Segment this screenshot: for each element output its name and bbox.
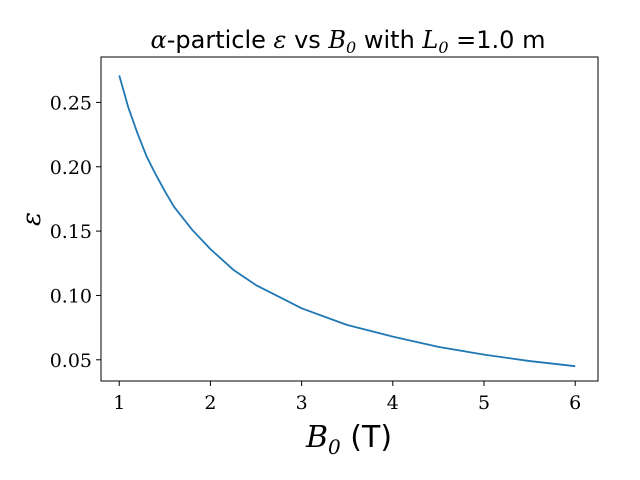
x-tick-label: 1 [113, 392, 125, 414]
series-group [118, 75, 576, 368]
x-tick-label: 4 [387, 392, 399, 414]
y-tick-label: 0.20 [50, 157, 92, 179]
xlabel-unit: (T) [341, 420, 392, 455]
series-line [118, 75, 576, 368]
title-b-symbol: B [327, 26, 346, 54]
y-tick-label: 0.10 [50, 285, 92, 307]
x-axis-label: B0 (T) [305, 420, 392, 459]
y-tick-label: 0.25 [50, 92, 92, 114]
x-tick-label: 3 [296, 392, 308, 414]
x-tick-label: 6 [569, 392, 581, 414]
title-text-2: vs [286, 26, 328, 54]
y-tick-label: 0.05 [50, 350, 92, 372]
y-axis-label: ε [17, 212, 47, 226]
plot-area-frame [100, 56, 599, 382]
title-l-subscript: 0 [438, 38, 448, 57]
title-alpha-symbol: α [151, 26, 167, 54]
xlabel-b-subscript: 0 [328, 435, 341, 459]
x-tick-label: 2 [204, 392, 216, 414]
title-l-symbol: L [421, 26, 438, 54]
x-axis-ticks: 1 2 3 4 5 6 [113, 381, 581, 414]
y-axis-ticks: 0.05 0.10 0.15 0.20 0.25 [50, 92, 101, 372]
y-tick-label: 0.15 [50, 221, 92, 243]
xlabel-b-symbol: B [305, 420, 328, 455]
x-tick-label: 5 [478, 392, 490, 414]
title-text-4: =1.0 m [449, 26, 546, 54]
title-epsilon-symbol: ε [274, 26, 287, 54]
title-b-subscript: 0 [346, 38, 356, 57]
chart-title: α-particle ε vs B0 with L0 =1.0 m [151, 26, 546, 57]
title-text-1: -particle [167, 26, 274, 54]
title-text-3: with [356, 26, 422, 54]
